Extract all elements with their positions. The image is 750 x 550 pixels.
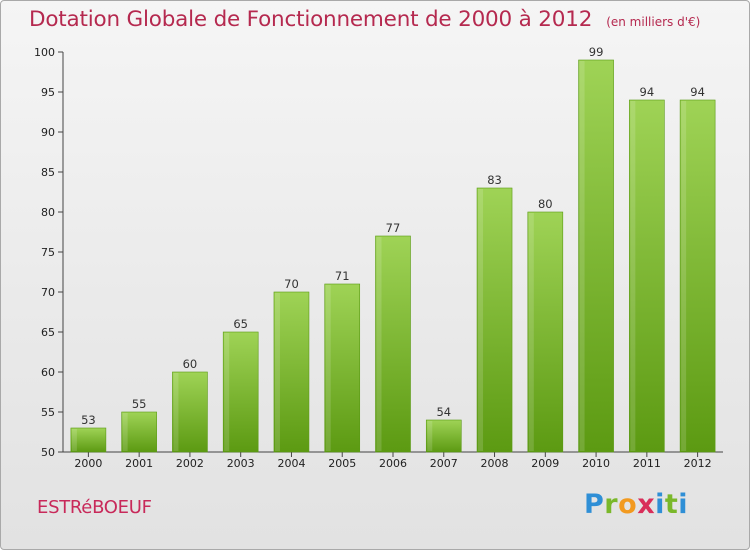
bar-highlight (528, 213, 534, 451)
x-tick-label: 2006 (379, 457, 407, 470)
bar-highlight (224, 333, 230, 451)
y-tick-label: 55 (41, 406, 55, 419)
x-tick-label: 2007 (430, 457, 458, 470)
bar-highlight (427, 421, 433, 451)
data-label: 94 (640, 85, 655, 99)
title-row: Dotation Globale de Fonctionnement de 20… (29, 7, 700, 32)
bar-highlight (325, 285, 331, 451)
data-label: 94 (690, 85, 705, 99)
bar (476, 187, 513, 453)
x-tick-label: 2003 (227, 457, 255, 470)
data-label: 99 (589, 45, 604, 59)
y-tick-label: 90 (41, 126, 55, 139)
x-tick-label: 2004 (277, 457, 305, 470)
bar-highlight (122, 413, 128, 451)
bar-highlight (274, 293, 280, 451)
x-tick-label: 2000 (74, 457, 102, 470)
commune-name: ESTRéBOEUF (37, 497, 152, 518)
y-tick-label: 95 (41, 86, 55, 99)
x-tick-label: 2001 (125, 457, 153, 470)
chart-title: Dotation Globale de Fonctionnement de 20… (29, 7, 593, 32)
y-tick-label: 75 (41, 246, 55, 259)
bar (70, 427, 107, 453)
bar (629, 99, 665, 453)
bar-highlight (681, 101, 687, 451)
y-tick-label: 50 (41, 446, 55, 459)
bar-highlight (579, 61, 585, 451)
bar (121, 411, 157, 453)
bar (222, 331, 259, 453)
x-tick-label: 2012 (684, 457, 712, 470)
chart-subtitle: (en milliers d'€) (606, 15, 701, 29)
data-label: 65 (233, 317, 248, 331)
y-tick-label: 85 (41, 166, 55, 179)
bar (578, 59, 614, 453)
bar-highlight (630, 101, 636, 451)
x-tick-label: 2010 (582, 457, 610, 470)
data-label: 83 (487, 173, 502, 187)
x-tick-label: 2011 (633, 457, 661, 470)
bar (273, 291, 310, 453)
data-label: 55 (132, 397, 147, 411)
data-label: 53 (81, 413, 96, 427)
x-tick-label: 2005 (328, 457, 356, 470)
data-label: 60 (183, 357, 198, 371)
data-label: 71 (335, 269, 350, 283)
proxiti-logo: Proxiti (584, 489, 689, 520)
data-label: 77 (386, 221, 401, 235)
y-tick-label: 80 (41, 206, 55, 219)
bar (527, 211, 564, 453)
x-tick-label: 2008 (481, 457, 509, 470)
data-label: 80 (538, 197, 553, 211)
data-label: 70 (284, 277, 299, 291)
y-tick-label: 70 (41, 286, 55, 299)
bar-highlight (173, 373, 179, 451)
bar (375, 235, 411, 453)
bar-highlight (71, 429, 77, 451)
bar (172, 371, 208, 453)
bar (324, 283, 361, 453)
bar (679, 99, 716, 453)
x-tick-label: 2009 (531, 457, 559, 470)
data-label: 54 (436, 405, 451, 419)
y-tick-label: 100 (34, 46, 55, 59)
bar (425, 419, 462, 453)
x-tick-label: 2002 (176, 457, 204, 470)
y-tick-label: 65 (41, 326, 55, 339)
bar-highlight (478, 189, 484, 451)
y-tick-label: 60 (41, 366, 55, 379)
bar-highlight (376, 237, 382, 451)
